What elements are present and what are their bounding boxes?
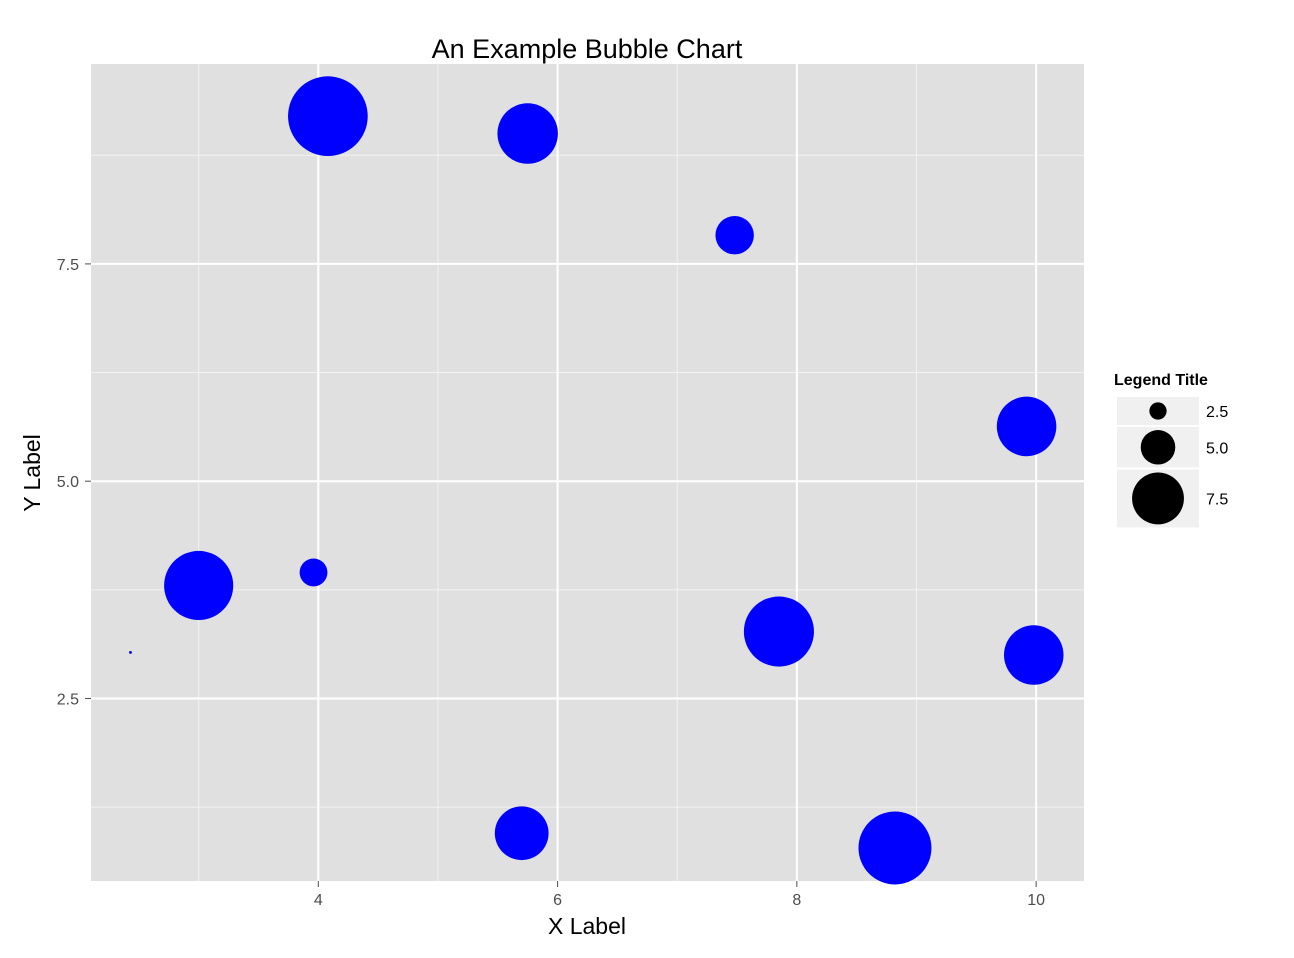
- legend-label: 2.5: [1206, 404, 1228, 421]
- bubble-point: [494, 806, 549, 861]
- bubble-point: [129, 650, 132, 654]
- bubble-point: [164, 550, 234, 621]
- y-tick-label: 2.5: [57, 691, 79, 708]
- legend-title: Legend Title: [1114, 372, 1208, 389]
- minor-gridlines: [91, 64, 1084, 881]
- x-tick-label: 8: [792, 892, 801, 909]
- legend-swatch: [1149, 402, 1167, 420]
- legend-swatch: [1140, 430, 1176, 465]
- chart-title: An Example Bubble Chart: [432, 34, 743, 64]
- x-axis-title: X Label: [548, 913, 626, 939]
- x-axis: 4 6 8 10: [314, 881, 1045, 909]
- x-tick-label: 10: [1027, 892, 1045, 909]
- bubble-point: [299, 558, 328, 587]
- plot-panel: [91, 64, 1084, 881]
- bubble-point: [1003, 625, 1064, 685]
- y-tick-label: 7.5: [57, 257, 79, 274]
- y-tick-label: 5.0: [57, 474, 79, 491]
- bubble-series: [129, 76, 1064, 885]
- bubble-point: [996, 396, 1057, 457]
- legend: Legend Title 2.5 5.0 7.5: [1114, 372, 1228, 530]
- legend-label: 5.0: [1206, 440, 1228, 457]
- bubble-point: [288, 76, 368, 156]
- legend-label: 7.5: [1206, 491, 1228, 508]
- bubble-point: [715, 216, 754, 255]
- bubble-point: [858, 811, 932, 885]
- bubble-point: [743, 596, 814, 667]
- x-tick-label: 4: [314, 892, 323, 909]
- major-gridlines: [91, 64, 1084, 881]
- x-tick-label: 6: [553, 892, 562, 909]
- legend-swatch: [1132, 472, 1184, 525]
- y-axis-title: Y Label: [19, 434, 45, 512]
- bubble-point: [497, 103, 558, 164]
- y-axis: 2.5 5.0 7.5: [57, 257, 91, 708]
